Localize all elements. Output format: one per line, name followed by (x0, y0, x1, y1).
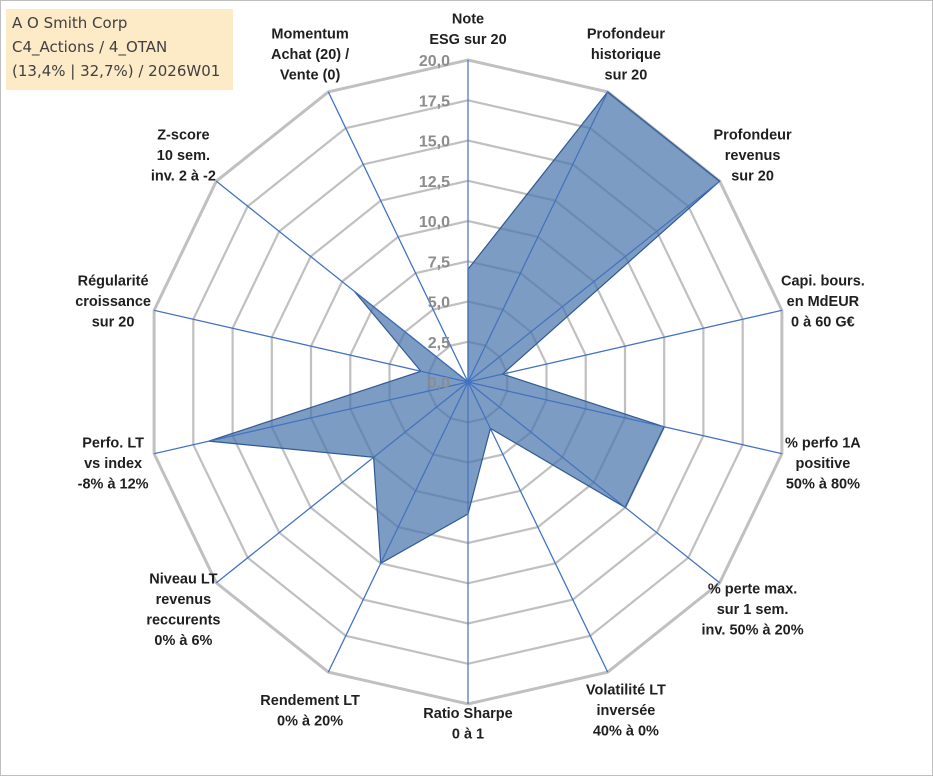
spoke-overlay (467, 381, 721, 584)
category-label: Momentum Achat (20) / Vente (0) (271, 27, 349, 84)
category-label-line: Volatilité LT (586, 683, 666, 699)
spoke-overlay (467, 381, 609, 673)
category-label: Capi. bours. en MdEUR 0 à 60 G€ (781, 274, 865, 331)
spoke-overlay (467, 180, 721, 383)
category-label-line: 0% à 6% (154, 633, 212, 649)
category-label-line: Z-score (157, 128, 209, 144)
category-label-line: sur 20 (605, 68, 648, 84)
category-label-line: positive (796, 456, 851, 472)
category-label-line: Profondeur (714, 128, 792, 144)
category-label-line: revenus (725, 148, 781, 164)
category-label: Profondeur revenus sur 20 (714, 128, 792, 185)
category-label-line: inv. 50% à 20% (702, 623, 804, 639)
category-label-line: Rendement LT (260, 693, 360, 709)
category-label-line: Achat (20) / (271, 47, 349, 63)
category-label-line: Momentum (271, 27, 348, 43)
series-area (208, 91, 721, 565)
category-label-line: % perte max. (708, 582, 797, 598)
category-label-line: Niveau LT (149, 571, 217, 587)
spoke-overlay (467, 381, 783, 455)
tick-label: 17,5 (419, 93, 450, 110)
category-label-line: ESG sur 20 (429, 32, 506, 48)
category-label-line: Note (452, 11, 484, 27)
tick-label: 2,5 (428, 335, 450, 352)
category-label-line: en MdEUR (787, 294, 860, 310)
spoke-overlay (215, 381, 469, 584)
category-label-line: sur 20 (731, 169, 774, 185)
spoke-overlay (467, 309, 783, 383)
radar-series (153, 60, 783, 704)
category-label-line: 50% à 80% (786, 477, 860, 493)
category-label-line: 10 sem. (157, 148, 210, 164)
category-label: Régularité croissance sur 20 (75, 274, 151, 331)
category-label-line: Perfo. LT (82, 436, 144, 452)
category-label: Volatilité LT inversée 40% à 0% (586, 683, 666, 740)
spoke-overlay (327, 91, 469, 383)
spoke-overlay (153, 381, 469, 455)
category-label: Rendement LT 0% à 20% (260, 693, 360, 730)
category-labels: Note ESG sur 20 Profondeur historique sur 20… (75, 11, 865, 742)
category-label-line: Ratio Sharpe (423, 706, 512, 722)
tick-label: 0,0 (428, 375, 450, 392)
category-label: Z-score 10 sem. inv. 2 à -2 (151, 128, 216, 185)
category-label: Ratio Sharpe 0 à 1 (423, 706, 512, 743)
category-label: Note ESG sur 20 (429, 11, 506, 48)
tick-label: 5,0 (428, 295, 450, 312)
category-label-line: revenus (156, 592, 212, 608)
category-label-line: croissance (75, 294, 151, 310)
category-label-line: Capi. bours. (781, 274, 865, 290)
category-label-line: Vente (0) (280, 68, 341, 84)
tick-label: 10,0 (419, 214, 450, 231)
category-label-line: inv. 2 à -2 (151, 169, 216, 185)
company-name: A O Smith Corp (12, 14, 128, 32)
spoke-overlay (215, 180, 469, 383)
category-label-line: 0 à 1 (452, 727, 484, 743)
category-label-line: vs index (84, 456, 142, 472)
category-label: Niveau LT revenus reccurents 0% à 6% (146, 571, 220, 649)
category-label-line: historique (591, 47, 661, 63)
radial-tick-labels: 0,0 2,5 5,0 7,5 10,0 12,5 15,0 17,5 20,0 (419, 53, 450, 392)
portfolio-path: C4_Actions / 4_OTAN (12, 38, 168, 56)
tick-label: 12,5 (419, 174, 450, 191)
category-label: Perfo. LT vs index -8% à 12% (78, 436, 149, 493)
category-label-line: Régularité (78, 274, 149, 290)
category-label-line: -8% à 12% (78, 477, 149, 493)
category-label: % perte max. sur 1 sem. inv. 50% à 20% (702, 582, 804, 639)
category-label-line: 0 à 60 G€ (791, 315, 855, 331)
spoke-overlay (467, 91, 609, 383)
performance-week: (13,4% | 32,7%) / 2026W01 (12, 62, 221, 80)
category-label-line: sur 20 (92, 315, 135, 331)
category-label-line: inversée (596, 703, 655, 719)
tick-label: 20,0 (419, 53, 450, 70)
spoke-overlay (153, 309, 469, 383)
chart-title-box: A O Smith Corp C4_Actions / 4_OTAN (13,4… (6, 9, 233, 90)
category-label-line: % perfo 1A (785, 436, 861, 452)
category-label-line: 40% à 0% (593, 724, 659, 740)
category-label: % perfo 1A positive 50% à 80% (785, 436, 861, 493)
tick-label: 15,0 (419, 134, 450, 151)
category-label-line: sur 1 sem. (717, 602, 789, 618)
category-label: Profondeur historique sur 20 (587, 27, 665, 84)
tick-label: 7,5 (428, 254, 450, 271)
spoke-overlay (327, 381, 469, 673)
category-label-line: reccurents (146, 612, 220, 628)
category-label-line: Profondeur (587, 27, 665, 43)
category-label-line: 0% à 20% (277, 713, 343, 729)
